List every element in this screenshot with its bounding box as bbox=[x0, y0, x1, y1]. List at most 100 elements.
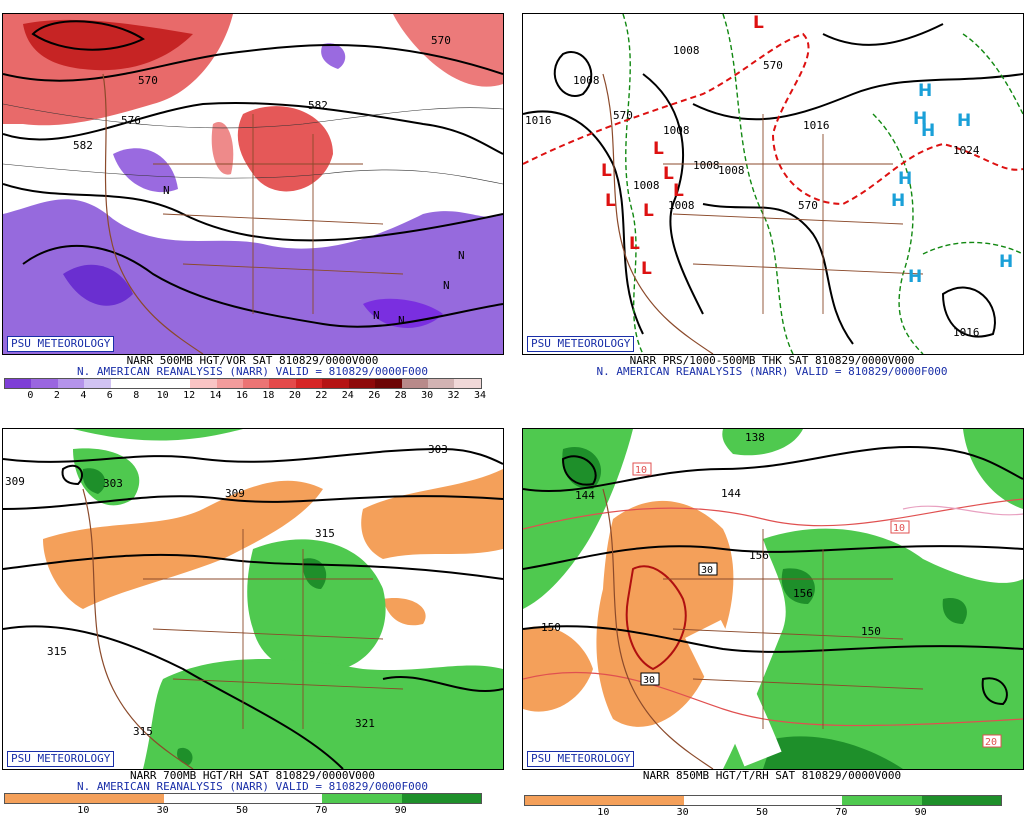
height-label-6: 156 bbox=[793, 587, 813, 600]
colorbar-tick-2: 50 bbox=[235, 805, 249, 816]
rh850-map: 144 144 138 150 150 156 156 10 10 30 30 … bbox=[522, 428, 1024, 770]
isobar-label-6: 1008 bbox=[633, 179, 660, 192]
colorbar-tick-7: 14 bbox=[209, 390, 222, 401]
panel-title: NARR 700MB HGT/RH SAT 810829/0000V000 bbox=[129, 769, 376, 782]
panel-title: NARR 500MB HGT/VOR SAT 810829/0000V000 bbox=[126, 354, 379, 367]
contour-label-2: 576 bbox=[121, 114, 141, 127]
colorbar-tick-3: 70 bbox=[835, 807, 848, 818]
isobar-label-3: 1008 bbox=[673, 44, 700, 57]
colorbar-tick-9: 18 bbox=[262, 390, 275, 401]
height-label-3: 309 bbox=[5, 475, 25, 488]
colorbar-swatch-7 bbox=[190, 379, 217, 388]
vort-n-1: N bbox=[458, 249, 465, 262]
colorbar-tick-4: 8 bbox=[133, 390, 140, 401]
colorbar-swatch-12 bbox=[322, 379, 349, 388]
height-label-2: 303 bbox=[103, 477, 123, 490]
colorbar-swatch-1 bbox=[84, 794, 164, 803]
low-marker-6: L bbox=[643, 201, 654, 221]
panel-title: NARR PRS/1000-500MB THK SAT 810829/0000V… bbox=[629, 354, 915, 367]
colorbar-swatch-11 bbox=[295, 379, 323, 388]
high-marker-1: H bbox=[918, 81, 932, 101]
rh700-colorbar bbox=[4, 793, 482, 804]
colorbar-tick-17: 34 bbox=[473, 390, 487, 401]
vort-n-4: N bbox=[398, 314, 405, 327]
height-label-1: 309 bbox=[225, 487, 245, 500]
colorbar-swatch-0 bbox=[5, 379, 32, 388]
rh850-colorbar bbox=[524, 795, 1002, 806]
temp-label-3: 30 bbox=[701, 565, 713, 576]
low-marker-3: L bbox=[663, 164, 674, 184]
high-marker-2: H bbox=[913, 109, 927, 129]
low-marker-8: L bbox=[641, 259, 652, 279]
isobar-label-7: 1008 bbox=[718, 164, 745, 177]
panel-850mb-rh: 144 144 138 150 150 156 156 10 10 30 30 … bbox=[520, 415, 1024, 819]
height-label-5: 303 bbox=[428, 443, 448, 456]
thickness-label-3: 570 bbox=[613, 109, 633, 122]
colorbar-swatch-17 bbox=[454, 379, 481, 388]
rh850-colorbar-ticks: 10 30 50 70 90 bbox=[524, 807, 1000, 819]
vort-n-5: N bbox=[163, 184, 170, 197]
panel-subtitle: N. AMERICAN REANALYSIS (NARR) VALID = 81… bbox=[77, 365, 428, 378]
colorbar-swatch-4 bbox=[110, 379, 138, 388]
colorbar-tick-10: 20 bbox=[288, 390, 301, 401]
height-label-8: 321 bbox=[355, 717, 375, 730]
colorbar-tick-5: 10 bbox=[156, 390, 169, 401]
isobar-label-9: 1024 bbox=[953, 144, 980, 157]
height-label-2: 144 bbox=[721, 487, 741, 500]
psu-logo: PSU METEOROLOGY bbox=[7, 751, 115, 767]
low-marker-2: L bbox=[653, 139, 664, 159]
colorbar-swatch-1 bbox=[31, 379, 58, 388]
vort-n-3: N bbox=[373, 309, 380, 322]
panel-subtitle: N. AMERICAN REANALYSIS (NARR) VALID = 81… bbox=[77, 780, 428, 793]
thickness-label-2: 570 bbox=[798, 199, 818, 212]
contour-label-5: 570 bbox=[431, 34, 451, 47]
colorbar-tick-1: 30 bbox=[156, 805, 169, 816]
colorbar-swatch-5 bbox=[401, 794, 481, 803]
high-marker-4: H bbox=[957, 111, 971, 131]
height-label-7: 315 bbox=[133, 725, 153, 738]
colorbar-tick-13: 26 bbox=[368, 390, 381, 401]
colorbar-tick-16: 32 bbox=[447, 390, 460, 401]
colorbar-swatch-5 bbox=[921, 796, 1001, 805]
rh700-colorbar-ticks: 10 30 50 70 90 bbox=[4, 805, 480, 817]
panel-subtitle: N. AMERICAN REANALYSIS (NARR) VALID = 81… bbox=[596, 365, 948, 378]
isobar-label-5: 1008 bbox=[693, 159, 720, 172]
colorbar-tick-4: 90 bbox=[914, 807, 927, 818]
colorbar-swatch-16 bbox=[428, 379, 455, 388]
colorbar-tick-1: 2 bbox=[53, 390, 60, 401]
colorbar-tick-3: 70 bbox=[315, 805, 328, 816]
colorbar-tick-15: 30 bbox=[421, 390, 434, 401]
height-label-6: 315 bbox=[47, 645, 67, 658]
colorbar-swatch-0 bbox=[525, 796, 605, 805]
colorbar-swatch-4 bbox=[322, 794, 402, 803]
colorbar-tick-4: 90 bbox=[394, 805, 407, 816]
rh700-map: 309 303 309 315 303 315 315 321 PSU METE… bbox=[2, 428, 504, 770]
isobar-label-4: 1008 bbox=[663, 124, 690, 137]
colorbar-swatch-4 bbox=[842, 796, 922, 805]
colorbar-swatch-8 bbox=[216, 379, 243, 388]
colorbar-tick-11: 22 bbox=[315, 390, 328, 401]
thickness-label-1: 570 bbox=[763, 59, 783, 72]
temp-label-4: 30 bbox=[643, 675, 655, 686]
vorticity-map: 570 576 582 582 570 N N N N N PSU METEOR… bbox=[2, 13, 504, 355]
colorbar-tick-2: 50 bbox=[755, 807, 769, 818]
contour-label-3: 582 bbox=[73, 139, 93, 152]
pressure-map: 1008 1016 1008 1008 1008 1008 1008 1016 … bbox=[522, 13, 1024, 355]
temp-label-1: 10 bbox=[635, 465, 647, 476]
low-marker-4: L bbox=[601, 161, 612, 181]
colorbar-swatch-3 bbox=[84, 379, 111, 388]
colorbar-swatch-2 bbox=[683, 796, 763, 805]
colorbar-tick-0: 10 bbox=[77, 805, 90, 816]
low-marker-1: L bbox=[753, 14, 764, 33]
isobar-label-10: 1016 bbox=[953, 326, 980, 339]
colorbar-swatch-9 bbox=[242, 379, 270, 388]
colorbar-tick-1: 30 bbox=[676, 807, 689, 818]
low-marker-5: L bbox=[605, 191, 616, 211]
psu-logo: PSU METEOROLOGY bbox=[7, 336, 115, 352]
temp-label-5: 20 bbox=[985, 737, 997, 748]
colorbar-swatch-3 bbox=[242, 794, 323, 803]
colorbar-swatch-5 bbox=[137, 379, 164, 388]
contour-label-1: 570 bbox=[138, 74, 158, 87]
colorbar-swatch-10 bbox=[269, 379, 296, 388]
colorbar-swatch-13 bbox=[348, 379, 376, 388]
